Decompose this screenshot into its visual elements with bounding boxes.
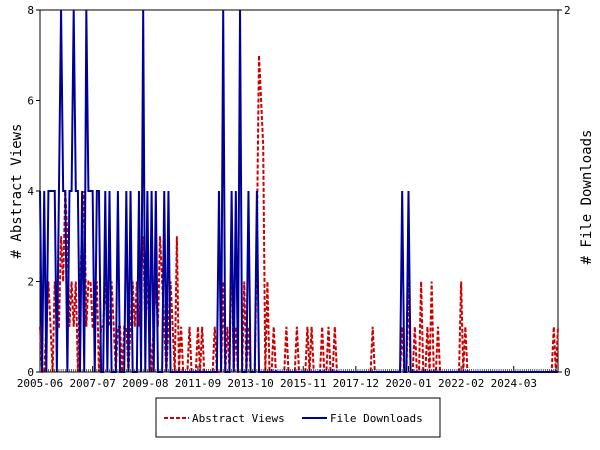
x-tick-label: 2015-11: [280, 377, 326, 390]
x-axis: 2005-06 2007-07 2009-08 2011-09 2013-10 2015-…: [17, 366, 537, 390]
y-tick-label: 8: [27, 4, 34, 17]
x-tick-label: 2009-08: [122, 377, 168, 390]
y-tick-label: 6: [27, 95, 34, 108]
legend: Abstract Views File Downloads: [155, 397, 441, 438]
y-tick-label: 0: [27, 366, 34, 379]
y-tick-label: 4: [27, 185, 34, 198]
x-tick-label: 2022-02: [438, 377, 484, 390]
y-axis-left: 0 2 4 6 8: [27, 4, 40, 379]
x-tick-label: 2005-06: [17, 377, 63, 390]
x-tick-label: 2017-12: [333, 377, 379, 390]
legend-label-abstract-views: Abstract Views: [192, 412, 285, 425]
legend-label-file-downloads: File Downloads: [330, 412, 423, 425]
x-minor-ticks: [39, 369, 559, 372]
x-tick-label: 2013-10: [227, 377, 273, 390]
x-tick-label: 2007-07: [69, 377, 115, 390]
y-axis-right: 02: [558, 4, 571, 379]
y-tick-label: 2: [27, 276, 34, 289]
x-minor-tick-marks: [39, 369, 559, 372]
x-tick-label: 2011-09: [175, 377, 221, 390]
y2-tick-label: 0: [564, 366, 571, 379]
x-tick-label: 2020-01: [385, 377, 431, 390]
x-tick-label: 2024-03: [491, 377, 537, 390]
legend-box: [155, 397, 441, 438]
y2-tick-label: 2: [564, 4, 571, 17]
y2-axis-title: # File Downloads: [579, 130, 595, 265]
y-axis-title: # Abstract Views: [9, 124, 25, 259]
